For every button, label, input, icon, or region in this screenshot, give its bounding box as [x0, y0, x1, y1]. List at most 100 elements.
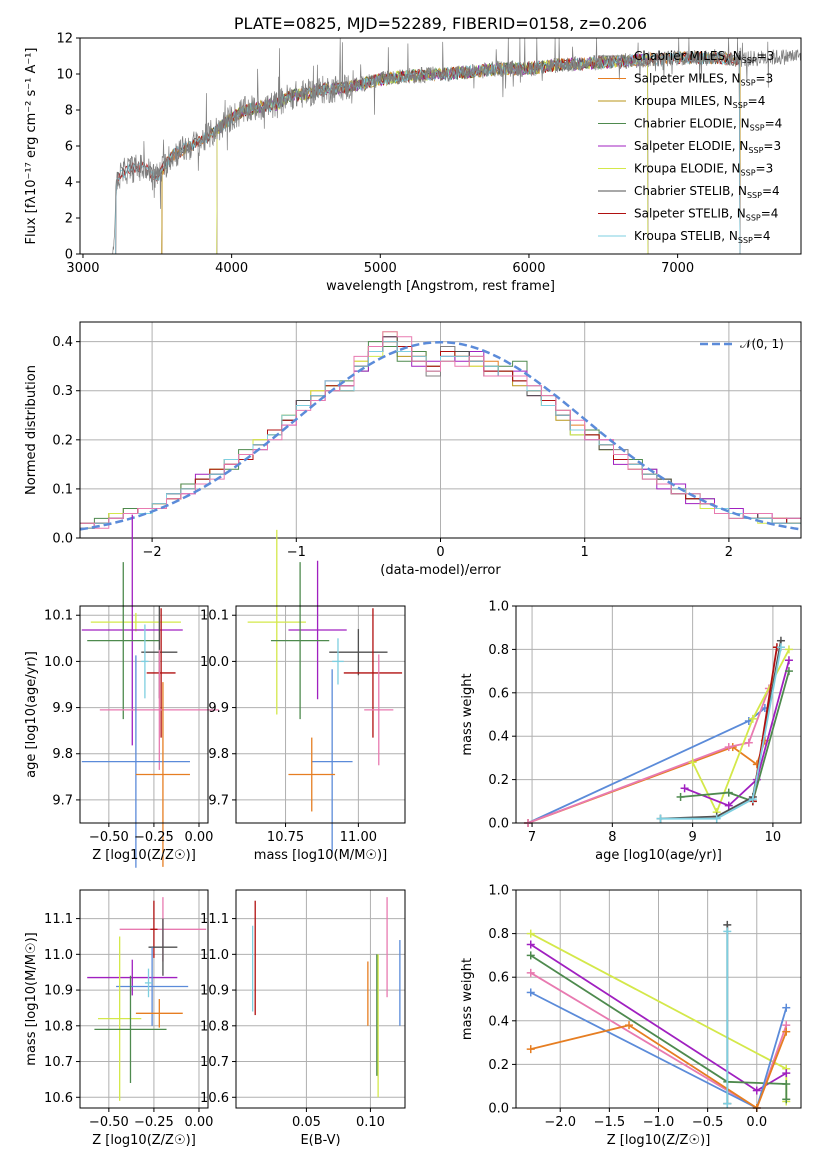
- y-axis-label: mass weight: [460, 958, 475, 1040]
- x-axis-label: Z [log10(Z/Z☉)]: [607, 1133, 711, 1148]
- plot-area: [524, 636, 793, 827]
- x-tick-label: 10: [765, 830, 782, 845]
- model-spectrum-line: [216, 53, 649, 254]
- x-tick-label: 7: [528, 830, 536, 845]
- legend-label-value: =3: [763, 139, 781, 153]
- axes-frame: [235, 889, 406, 1109]
- axes-2: −2 −1 0 1 2 0.0 0.1 0.2 0.3 0.4 (data-model)/error…: [24, 321, 802, 578]
- x-tick-label: −2: [143, 545, 162, 560]
- plot-area: [251, 897, 401, 1098]
- y-tick-label: 0.2: [488, 773, 509, 788]
- y-tick-label: 9.9: [52, 701, 73, 716]
- y-tick-label: 6: [65, 140, 73, 155]
- y-tick-label: 0.4: [488, 730, 509, 745]
- x-tick-label: 6000: [512, 261, 545, 276]
- y-tick-label: 10.6: [200, 1091, 229, 1106]
- x-tick-label: −1.0: [643, 1115, 675, 1130]
- y-axis-label: Normed distribution: [24, 365, 39, 495]
- legend-label-6: Kroupa ELODIE, NSSP=3: [634, 162, 773, 178]
- legend-label-5: Salpeter ELODIE, NSSP=3: [634, 139, 781, 155]
- y-tick-label: 12: [56, 32, 73, 47]
- y-axis-label: mass weight: [460, 673, 475, 755]
- y-tick-label: 0.0: [488, 817, 509, 832]
- legend-label-subscript: SSP: [738, 236, 753, 245]
- y-tick-label: 0.4: [488, 1014, 509, 1029]
- x-tick-label: −2.0: [544, 1115, 576, 1130]
- legend-label-2: Salpeter MILES, NSSP=3: [634, 72, 773, 88]
- y-tick-label: 10.0: [44, 655, 73, 670]
- y-tick-label: 11.1: [200, 912, 229, 927]
- legend-label-value: =4: [753, 229, 771, 243]
- legend-label-text: Salpeter STELIB, N: [634, 207, 746, 221]
- legend-label-subscript: SSP: [733, 101, 748, 110]
- axes-5: 7 8 9 10 0.0 0.2 0.4 0.6 0.8 1.0 age [log10(age/yr…: [460, 600, 802, 863]
- gaussian-reference-curve: [79, 340, 802, 531]
- axes-1: 3000 4000 5000 6000 7000 0 2 4 6 8 10 12 wavelength …: [24, 14, 802, 294]
- y-axis-label: Flux [fλ10⁻¹⁷ erg cm⁻² s⁻¹ A⁻¹]: [24, 48, 39, 245]
- legend-label-value: =3: [757, 49, 775, 63]
- model-spectrum-line: [216, 54, 649, 254]
- axes-7: 0.05 0.10 10.6 10.7 10.8 10.9 11.0 11.1 E(B-V): [200, 889, 406, 1148]
- legend-label-text: Chabrier MILES, N: [634, 49, 742, 63]
- y-tick-label: 4: [65, 176, 73, 191]
- y-axis-label: age [log10(age/yr)]: [24, 651, 39, 778]
- x-axis-label: age [log10(age/yr)]: [595, 848, 722, 863]
- x-tick-label: 4000: [215, 261, 248, 276]
- y-tick-label: 10.8: [44, 1019, 73, 1034]
- legend-label-subscript: SSP: [746, 214, 761, 223]
- mass-weight-line: [680, 670, 790, 803]
- plot-area: [87, 897, 207, 1101]
- axes-frame: [79, 605, 209, 824]
- mass-weight-line: [660, 647, 782, 820]
- x-axis-label: wavelength [Angstrom, rest frame]: [326, 279, 555, 294]
- y-tick-label: 10.1: [200, 609, 229, 624]
- y-tick-label: 10: [56, 68, 73, 83]
- legend-label-text: Chabrier ELODIE, N: [634, 117, 750, 131]
- y-tick-label: 9.7: [208, 793, 229, 808]
- legend-label-value: =4: [765, 117, 783, 131]
- x-tick-label: 0.0: [746, 1115, 767, 1130]
- y-tick-label: 1.0: [488, 884, 509, 899]
- x-tick-label: −0.50: [89, 1115, 129, 1130]
- plot-area: [81, 514, 219, 868]
- x-tick-label: 10.75: [267, 830, 304, 845]
- x-tick-label: 7000: [661, 261, 694, 276]
- chart-title: PLATE=0825, MJD=52289, FIBERID=0158, z=0…: [234, 14, 647, 33]
- legend-label-4: Chabrier ELODIE, NSSP=4: [634, 117, 782, 133]
- y-tick-label: 10.6: [44, 1091, 73, 1106]
- y-tick-label: 10.8: [200, 1019, 229, 1034]
- mass-weight-line: [530, 1024, 788, 1110]
- x-axis-label: E(B-V): [300, 1133, 340, 1148]
- legend-label-text: Salpeter ELODIE, N: [634, 139, 748, 153]
- x-axis-label: mass [log10(M/M☉)]: [254, 848, 387, 863]
- y-tick-label: 0.8: [488, 643, 509, 658]
- x-tick-label: 2: [725, 545, 733, 560]
- plot-area: [526, 920, 791, 1112]
- x-tick-label: 5000: [364, 261, 397, 276]
- axes-8: −2.0 −1.5 −1.0 −0.5 0.0 0.0 0.2 0.4 0.6 0.8 1.0 Z […: [460, 884, 802, 1148]
- axes-frame: [235, 605, 406, 824]
- y-tick-label: 10.0: [200, 655, 229, 670]
- y-tick-label: 9.9: [208, 701, 229, 716]
- x-tick-label: 0.00: [185, 830, 214, 845]
- legend-label-1: Chabrier MILES, NSSP=3: [634, 49, 774, 65]
- legend: 𝒩(0, 1): [700, 337, 784, 351]
- y-tick-label: 11.0: [200, 948, 229, 963]
- legend-label-7: Chabrier STELIB, NSSP=4: [634, 184, 780, 200]
- legend-label-text: Chabrier STELIB, N: [634, 184, 747, 198]
- y-tick-label: 0.4: [52, 335, 73, 350]
- y-tick-label: 0.2: [52, 433, 73, 448]
- axes-6: −0.50 −0.25 0.00 10.6 10.7 10.8 10.9 11.0 11.1 Z …: [24, 889, 214, 1148]
- x-tick-label: 0.00: [185, 1115, 214, 1130]
- y-tick-label: 10.7: [44, 1055, 73, 1070]
- y-tick-label: 0.6: [488, 686, 509, 701]
- mass-weight-line: [684, 660, 790, 807]
- x-tick-label: −0.5: [692, 1115, 724, 1130]
- y-axis-label: mass [log10(M/M☉)]: [24, 932, 39, 1065]
- x-tick-label: −1.5: [594, 1115, 626, 1130]
- y-tick-label: 0.8: [488, 927, 509, 942]
- legend-label-text: Kroupa ELODIE, N: [634, 162, 741, 176]
- y-tick-label: 0.3: [52, 384, 73, 399]
- legend-label-text: Salpeter MILES, N: [634, 72, 741, 86]
